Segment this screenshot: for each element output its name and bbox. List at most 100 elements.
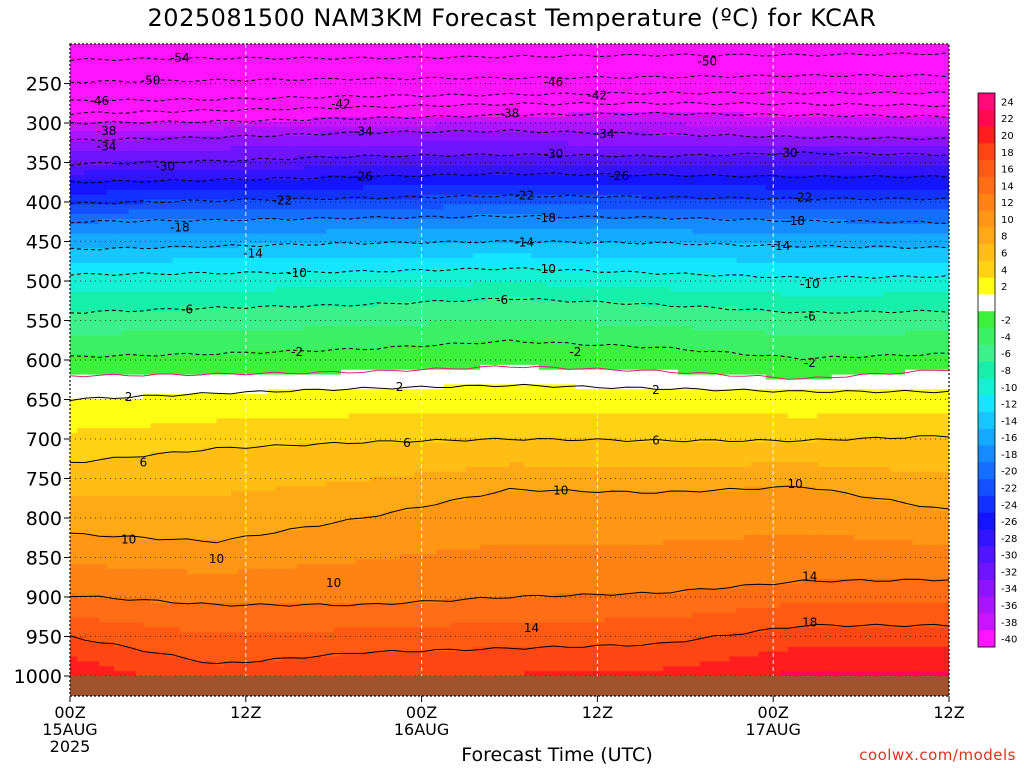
field-cell — [275, 384, 284, 390]
field-cell — [135, 447, 144, 453]
field-cell — [267, 374, 276, 381]
field-cell — [106, 214, 115, 220]
field-cell — [165, 53, 174, 60]
field-cell — [341, 466, 349, 473]
field-cell — [333, 214, 342, 220]
field-cell — [172, 150, 181, 157]
field-cell — [341, 418, 349, 424]
field-cell — [253, 141, 262, 147]
field-cell — [172, 340, 181, 347]
field-cell — [304, 462, 313, 468]
field-cell — [121, 141, 130, 147]
field-cell — [143, 423, 152, 429]
field-cell — [297, 243, 306, 249]
field-cell — [260, 573, 269, 580]
field-cell — [297, 428, 306, 434]
field-cell — [223, 107, 232, 113]
field-cell — [179, 257, 188, 264]
field-cell — [172, 223, 181, 230]
field-cell — [275, 491, 284, 497]
field-cell — [341, 651, 349, 658]
field-cell — [121, 291, 130, 298]
field-cell — [216, 73, 225, 79]
field-cell — [99, 486, 108, 492]
field-cell — [311, 486, 320, 492]
field-cell — [289, 189, 298, 196]
field-cell — [297, 321, 306, 327]
field-cell — [150, 525, 159, 531]
field-cell — [99, 389, 108, 395]
field-cell — [135, 573, 144, 580]
field-cell — [238, 491, 247, 497]
field-cell — [311, 355, 320, 361]
field-cell — [187, 603, 196, 609]
field-cell — [275, 126, 284, 133]
field-cell — [128, 389, 137, 395]
field-cell — [304, 428, 313, 434]
field-cell — [172, 53, 181, 60]
field-cell — [113, 355, 122, 361]
field-cell — [135, 194, 144, 201]
field-cell — [341, 58, 349, 65]
field-cell — [282, 369, 291, 376]
field-cell — [77, 287, 86, 293]
field-cell — [157, 316, 166, 322]
field-cell — [201, 296, 210, 303]
field-cell — [106, 603, 115, 609]
field-cell — [289, 384, 298, 390]
field-cell — [113, 316, 122, 322]
field-cell — [282, 87, 291, 94]
field-cell — [70, 350, 78, 356]
field-cell — [267, 262, 276, 269]
field-cell — [187, 428, 196, 434]
field-cell — [157, 165, 166, 171]
field-cell — [165, 165, 174, 171]
field-cell — [341, 403, 349, 410]
field-cell — [113, 408, 122, 415]
field-cell — [77, 272, 86, 278]
field-cell — [106, 253, 115, 259]
field-cell — [150, 87, 159, 94]
field-cell — [70, 63, 78, 69]
field-cell — [238, 656, 247, 663]
field-cell — [311, 223, 320, 230]
field-cell — [187, 515, 196, 522]
field-cell — [341, 233, 349, 240]
field-cell — [253, 68, 262, 74]
field-cell — [194, 155, 203, 162]
field-cell — [70, 656, 78, 663]
field-cell — [275, 525, 284, 531]
field-cell — [304, 573, 313, 580]
field-cell — [128, 437, 137, 444]
field-cell — [70, 569, 78, 575]
field-cell — [128, 321, 137, 327]
field-cell — [99, 306, 108, 312]
field-cell — [311, 243, 320, 249]
field-cell — [319, 184, 327, 191]
field-cell — [70, 301, 78, 308]
field-cell — [187, 360, 196, 366]
field-cell — [165, 209, 174, 215]
field-cell — [216, 184, 225, 191]
field-cell — [238, 496, 247, 502]
field-cell — [99, 335, 108, 342]
field-cell — [289, 622, 298, 628]
field-cell — [326, 306, 335, 312]
field-cell — [91, 44, 100, 50]
field-cell — [333, 564, 342, 570]
field-cell — [238, 112, 247, 118]
field-cell — [201, 661, 210, 667]
field-cell — [289, 651, 298, 658]
field-cell — [267, 598, 276, 604]
field-cell — [326, 160, 335, 167]
field-cell — [128, 311, 137, 317]
field-cell — [179, 325, 188, 332]
field-cell — [326, 423, 335, 429]
field-cell — [333, 607, 342, 614]
field-cell — [99, 155, 108, 162]
field-cell — [70, 384, 78, 390]
field-cell — [223, 345, 232, 351]
field-cell — [326, 627, 335, 633]
field-cell — [297, 257, 306, 264]
field-cell — [84, 223, 93, 230]
